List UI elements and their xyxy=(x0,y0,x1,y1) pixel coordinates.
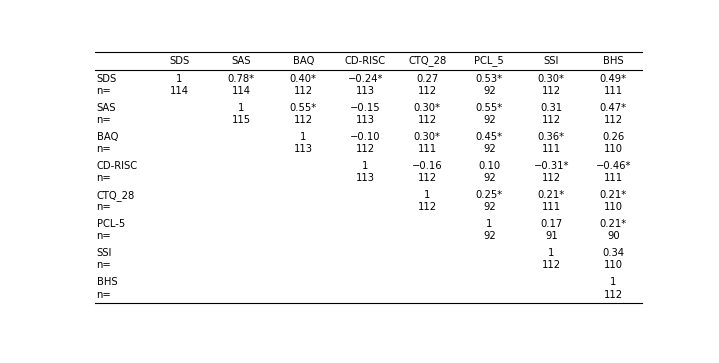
Text: 115: 115 xyxy=(232,115,251,125)
Text: 111: 111 xyxy=(604,173,623,183)
Text: 92: 92 xyxy=(483,115,495,125)
Text: 111: 111 xyxy=(604,86,623,96)
Text: 1: 1 xyxy=(424,190,431,200)
Text: 1: 1 xyxy=(610,277,616,287)
Text: 112: 112 xyxy=(541,115,561,125)
Text: −0.15: −0.15 xyxy=(350,103,380,113)
Text: CTQ_28: CTQ_28 xyxy=(408,56,446,66)
Text: 0.30*: 0.30* xyxy=(414,132,441,142)
Text: n=: n= xyxy=(96,261,111,270)
Text: 0.21*: 0.21* xyxy=(538,190,565,200)
Text: CTQ_28: CTQ_28 xyxy=(96,189,134,201)
Text: 0.26: 0.26 xyxy=(603,132,624,142)
Text: 110: 110 xyxy=(604,202,623,212)
Text: 1: 1 xyxy=(548,248,554,258)
Text: n=: n= xyxy=(96,231,111,241)
Text: 0.45*: 0.45* xyxy=(476,132,503,142)
Text: BAQ: BAQ xyxy=(293,56,314,66)
Text: 1: 1 xyxy=(486,219,493,229)
Text: 0.53*: 0.53* xyxy=(476,74,503,84)
Text: SAS: SAS xyxy=(232,56,251,66)
Text: 112: 112 xyxy=(418,115,437,125)
Text: n=: n= xyxy=(96,173,111,183)
Text: 90: 90 xyxy=(607,231,620,241)
Text: 111: 111 xyxy=(541,202,561,212)
Text: 1: 1 xyxy=(176,74,183,84)
Text: SAS: SAS xyxy=(96,103,116,113)
Text: CD-RISC: CD-RISC xyxy=(96,161,137,171)
Text: SSI: SSI xyxy=(96,248,112,258)
Text: 92: 92 xyxy=(483,173,495,183)
Text: 0.40*: 0.40* xyxy=(290,74,317,84)
Text: 113: 113 xyxy=(356,173,375,183)
Text: 0.25*: 0.25* xyxy=(476,190,503,200)
Text: 0.31: 0.31 xyxy=(540,103,562,113)
Text: SDS: SDS xyxy=(96,74,116,84)
Text: 1: 1 xyxy=(362,161,369,171)
Text: −0.10: −0.10 xyxy=(350,132,380,142)
Text: 112: 112 xyxy=(604,290,623,299)
Text: 0.34: 0.34 xyxy=(603,248,624,258)
Text: 92: 92 xyxy=(483,202,495,212)
Text: 114: 114 xyxy=(170,86,189,96)
Text: 113: 113 xyxy=(356,115,375,125)
Text: 0.30*: 0.30* xyxy=(414,103,441,113)
Text: 112: 112 xyxy=(356,144,375,154)
Text: 112: 112 xyxy=(294,115,313,125)
Text: 0.27: 0.27 xyxy=(416,74,439,84)
Text: 112: 112 xyxy=(541,173,561,183)
Text: 0.17: 0.17 xyxy=(540,219,562,229)
Text: 112: 112 xyxy=(541,261,561,270)
Text: PCL_5: PCL_5 xyxy=(475,56,504,66)
Text: 0.21*: 0.21* xyxy=(600,219,627,229)
Text: 92: 92 xyxy=(483,144,495,154)
Text: CD-RISC: CD-RISC xyxy=(345,56,386,66)
Text: 0.21*: 0.21* xyxy=(600,190,627,200)
Text: SSI: SSI xyxy=(544,56,559,66)
Text: 0.55*: 0.55* xyxy=(290,103,317,113)
Text: BHS: BHS xyxy=(603,56,623,66)
Text: n=: n= xyxy=(96,290,111,299)
Text: SDS: SDS xyxy=(169,56,190,66)
Text: n=: n= xyxy=(96,144,111,154)
Text: n=: n= xyxy=(96,202,111,212)
Text: 114: 114 xyxy=(232,86,251,96)
Text: 110: 110 xyxy=(604,144,623,154)
Text: −0.46*: −0.46* xyxy=(595,161,631,171)
Text: 0.55*: 0.55* xyxy=(476,103,503,113)
Text: 112: 112 xyxy=(541,86,561,96)
Text: 0.10: 0.10 xyxy=(478,161,500,171)
Text: 1: 1 xyxy=(238,103,244,113)
Text: −0.31*: −0.31* xyxy=(533,161,569,171)
Text: 110: 110 xyxy=(604,261,623,270)
Text: 112: 112 xyxy=(294,86,313,96)
Text: n=: n= xyxy=(96,115,111,125)
Text: 92: 92 xyxy=(483,231,495,241)
Text: 112: 112 xyxy=(604,115,623,125)
Text: 0.36*: 0.36* xyxy=(538,132,565,142)
Text: PCL-5: PCL-5 xyxy=(96,219,125,229)
Text: 0.78*: 0.78* xyxy=(228,74,255,84)
Text: 92: 92 xyxy=(483,86,495,96)
Text: 111: 111 xyxy=(541,144,561,154)
Text: 113: 113 xyxy=(294,144,313,154)
Text: n=: n= xyxy=(96,86,111,96)
Text: 111: 111 xyxy=(418,144,437,154)
Text: 112: 112 xyxy=(418,173,437,183)
Text: 112: 112 xyxy=(418,202,437,212)
Text: 0.49*: 0.49* xyxy=(600,74,627,84)
Text: 0.30*: 0.30* xyxy=(538,74,565,84)
Text: 0.47*: 0.47* xyxy=(600,103,627,113)
Text: 1: 1 xyxy=(300,132,306,142)
Text: 113: 113 xyxy=(356,86,375,96)
Text: BAQ: BAQ xyxy=(96,132,118,142)
Text: BHS: BHS xyxy=(96,277,117,287)
Text: 91: 91 xyxy=(545,231,558,241)
Text: 112: 112 xyxy=(418,86,437,96)
Text: −0.24*: −0.24* xyxy=(347,74,383,84)
Text: −0.16: −0.16 xyxy=(412,161,443,171)
